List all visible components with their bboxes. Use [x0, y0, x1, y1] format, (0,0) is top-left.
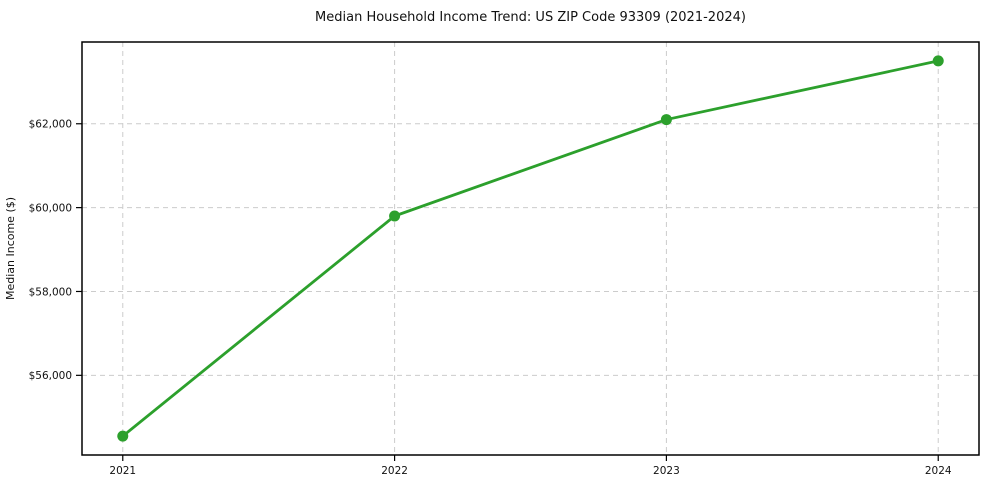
data-point: [660, 114, 672, 126]
y-axis-label: Median Income ($): [4, 197, 17, 300]
data-point: [932, 55, 944, 67]
data-layer: [117, 55, 944, 442]
data-point: [389, 210, 401, 222]
plot-border: [81, 41, 980, 456]
x-tick-label: 2022: [381, 465, 408, 477]
data-point: [117, 430, 129, 442]
x-tick-label: 2023: [653, 465, 680, 477]
x-tick-label: 2024: [925, 465, 952, 477]
y-tick-label: $62,000: [29, 119, 72, 131]
y-tick-label: $56,000: [29, 370, 72, 382]
x-tick-label: 2021: [109, 465, 136, 477]
y-tick-label: $60,000: [29, 202, 72, 214]
chart-title: Median Household Income Trend: US ZIP Co…: [315, 10, 746, 25]
axes-layer: $56,000 $58,000 $60,000 $62,000 2021 2022 2023…: [29, 41, 980, 477]
data-line: [121, 59, 940, 438]
grid-layer: [82, 42, 979, 455]
y-tick-label: $58,000: [29, 286, 72, 298]
